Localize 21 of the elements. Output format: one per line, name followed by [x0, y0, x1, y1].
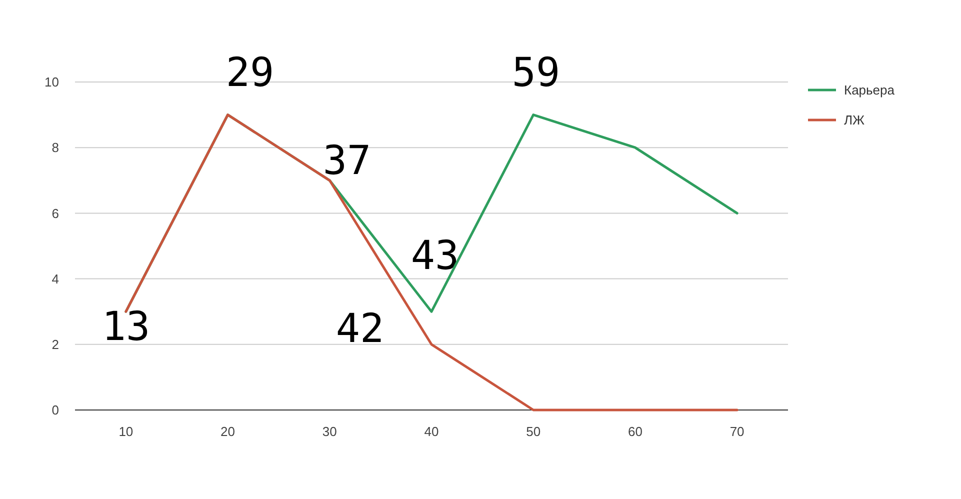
legend-label: Карьера: [844, 82, 896, 98]
y-tick-label: 4: [52, 271, 59, 286]
annotation: 37: [322, 138, 372, 184]
x-tick-label: 30: [322, 424, 337, 439]
y-tick-label: 8: [52, 140, 59, 156]
y-tick-label: 10: [44, 74, 59, 90]
annotation: 43: [410, 233, 460, 279]
y-tick-label: 2: [52, 336, 59, 352]
y-tick-label: 0: [52, 402, 59, 418]
x-tick-label: 10: [118, 424, 134, 439]
x-tick-label: 70: [730, 424, 744, 439]
annotation: 29: [226, 50, 274, 96]
x-tick-label: 60: [628, 424, 642, 439]
x-tick-label: 20: [220, 424, 236, 439]
annotation: 42: [336, 306, 384, 352]
y-tick-label: 6: [52, 206, 59, 221]
x-tick-label: 50: [526, 424, 541, 439]
annotation: 59: [512, 50, 560, 96]
x-tick-label: 40: [424, 424, 439, 439]
annotation: 13: [102, 304, 150, 350]
legend-label: ЛЖ: [844, 112, 865, 128]
